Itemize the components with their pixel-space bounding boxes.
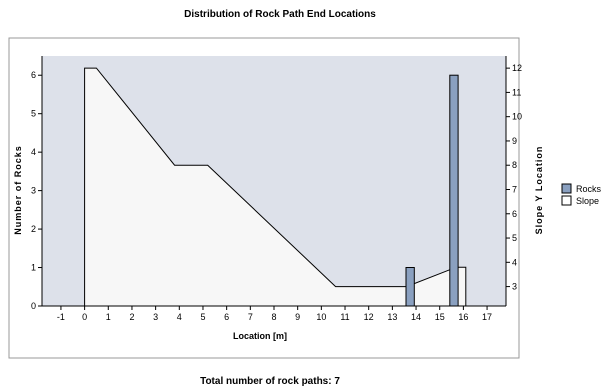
x-tick-label: 7: [248, 312, 253, 322]
y2-axis: 3 4 5 6 7 8 9 10 11 12: [506, 63, 522, 292]
x-tick-label: 4: [177, 312, 182, 322]
footer-total-paths: Total number of rock paths: 7: [200, 376, 340, 387]
y2-tick-label: 10: [512, 112, 522, 122]
legend-label-slope: Slope: [576, 196, 599, 206]
y-axis-title: Number of Rocks: [13, 145, 23, 235]
x-tick-label: 1: [106, 312, 111, 322]
x-tick-label: 16: [458, 312, 468, 322]
x-tick-label: 5: [200, 312, 205, 322]
x-tick-label: 14: [411, 312, 421, 322]
legend-label-rocks: Rocks: [576, 184, 602, 194]
plot-area: [41, 56, 507, 307]
x-axis: -1 0 1 2 3 4 5 6 7 8 9 10 11 12 13 14 15 16 17: [57, 306, 492, 322]
x-tick-label: 12: [364, 312, 374, 322]
x-tick-label: 0: [82, 312, 87, 322]
legend: Rocks Slope: [561, 183, 602, 206]
x-tick-label: 2: [129, 312, 134, 322]
y-tick-label: 5: [31, 109, 36, 119]
y2-tick-label: 8: [512, 160, 517, 170]
y2-tick-label: 11: [512, 87, 521, 97]
x-tick-label: 13: [387, 312, 397, 322]
legend-swatch-slope: [561, 195, 572, 206]
x-tick-label: 9: [295, 312, 300, 322]
y2-tick-label: 7: [512, 184, 517, 194]
x-tick-label: 3: [153, 312, 158, 322]
y-tick-label: 1: [31, 263, 36, 273]
y2-tick-label: 6: [512, 209, 517, 219]
y2-tick-label: 3: [512, 282, 517, 292]
y-tick-label: 4: [31, 147, 36, 157]
y-tick-label: 3: [31, 186, 36, 196]
x-tick-label: 6: [224, 312, 229, 322]
y2-tick-label: 5: [512, 233, 517, 243]
y2-tick-label: 9: [512, 136, 517, 146]
x-tick-label: 17: [482, 312, 492, 322]
y2-tick-label: 4: [512, 257, 517, 267]
y-tick-label: 2: [31, 224, 36, 234]
y2-tick-label: 12: [512, 63, 522, 73]
x-tick-label: 10: [316, 312, 326, 322]
x-tick-label: 15: [435, 312, 445, 322]
y-tick-label: 0: [31, 301, 36, 311]
x-tick-label: 8: [271, 312, 276, 322]
y-axis: 0 1 2 3 4 5 6: [31, 70, 42, 311]
y-tick-label: 6: [31, 70, 36, 80]
chart-title: Distribution of Rock Path End Locations: [184, 9, 376, 20]
y2-axis-title: Slope Y Location: [534, 146, 544, 235]
legend-swatch-rocks: [561, 183, 572, 194]
rock-bar-1: [449, 74, 459, 307]
rock-bar-0: [405, 267, 415, 307]
x-tick-label: -1: [57, 312, 65, 322]
x-tick-label: 11: [340, 312, 349, 322]
x-axis-title: Location [m]: [233, 331, 287, 341]
